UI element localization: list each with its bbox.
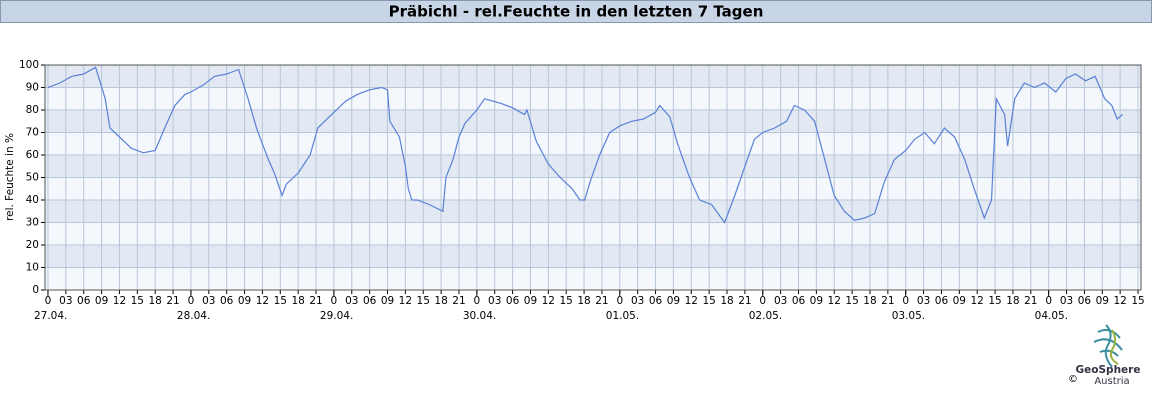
x-tick-label: 03 <box>774 295 787 307</box>
x-tick-label: 21 <box>1024 295 1037 307</box>
x-tick-label: 0 <box>474 295 481 307</box>
x-tick-label: 0 <box>1045 295 1052 307</box>
x-tick-label: 09 <box>667 295 680 307</box>
logo-icon <box>1109 329 1119 365</box>
x-tick-label: 0 <box>759 295 766 307</box>
x-tick-label: 09 <box>1096 295 1109 307</box>
x-tick-label: 18 <box>720 295 733 307</box>
x-tick-label: 06 <box>506 295 520 307</box>
x-tick-label: 06 <box>77 295 91 307</box>
grid-band <box>45 65 1141 88</box>
x-tick-label: 15 <box>131 295 144 307</box>
x-tick-label: 0 <box>616 295 623 307</box>
y-tick-label: 70 <box>26 127 39 139</box>
x-tick-label: 15 <box>560 295 573 307</box>
x-tick-label: 03 <box>345 295 358 307</box>
date-label: 29.04. <box>320 310 353 322</box>
logo-subtitle: Austria <box>1094 376 1129 387</box>
x-tick-label: 21 <box>452 295 465 307</box>
x-tick-label: 15 <box>988 295 1001 307</box>
y-tick-label: 100 <box>19 59 39 71</box>
x-tick-label: 21 <box>738 295 751 307</box>
x-tick-label: 0 <box>902 295 909 307</box>
date-label: 30.04. <box>463 310 496 322</box>
x-tick-label: 03 <box>631 295 644 307</box>
y-tick-label: 80 <box>26 104 39 116</box>
copyright: © <box>1068 374 1078 385</box>
x-tick-label: 21 <box>881 295 894 307</box>
chart-title: Präbichl - rel.Feuchte in den letzten 7 … <box>389 3 764 21</box>
x-tick-label: 09 <box>238 295 251 307</box>
y-tick-label: 90 <box>26 82 39 94</box>
x-tick-label: 03 <box>202 295 215 307</box>
x-tick-label: 03 <box>917 295 930 307</box>
y-tick-label: 0 <box>32 284 39 296</box>
x-tick-label: 0 <box>331 295 338 307</box>
x-tick-label: 12 <box>971 295 984 307</box>
x-tick-label: 12 <box>542 295 555 307</box>
y-tick-label: 30 <box>26 217 39 229</box>
date-label: 27.04. <box>34 310 67 322</box>
grid-band <box>45 110 1141 133</box>
x-tick-label: 18 <box>434 295 447 307</box>
x-tick-label: 0 <box>188 295 195 307</box>
x-tick-label: 0 <box>45 295 52 307</box>
logo-icon <box>1093 324 1123 368</box>
x-tick-label: 21 <box>166 295 179 307</box>
x-tick-label: 15 <box>1131 295 1144 307</box>
x-tick-label: 06 <box>1078 295 1092 307</box>
x-tick-label: 09 <box>524 295 537 307</box>
x-tick-label: 09 <box>95 295 108 307</box>
x-tick-label: 15 <box>845 295 858 307</box>
x-tick-label: 03 <box>1060 295 1073 307</box>
x-tick-label: 15 <box>274 295 287 307</box>
date-label: 04.05. <box>1035 310 1068 322</box>
series-line <box>47 66 1123 224</box>
grid-band <box>45 155 1141 178</box>
date-label: 01.05. <box>606 310 639 322</box>
x-tick-label: 18 <box>577 295 590 307</box>
x-tick-label: 18 <box>291 295 304 307</box>
x-tick-label: 09 <box>953 295 966 307</box>
x-tick-label: 09 <box>810 295 823 307</box>
date-label: 02.05. <box>749 310 782 322</box>
y-tick-label: 60 <box>26 149 39 161</box>
x-tick-label: 15 <box>702 295 715 307</box>
x-tick-label: 18 <box>863 295 876 307</box>
x-tick-label: 12 <box>399 295 412 307</box>
x-tick-label: 06 <box>649 295 663 307</box>
y-tick-label: 50 <box>26 172 39 184</box>
x-tick-label: 12 <box>828 295 841 307</box>
x-tick-label: 06 <box>792 295 806 307</box>
x-tick-label: 06 <box>363 295 377 307</box>
logo-name: GeoSphere <box>1076 364 1141 376</box>
x-tick-label: 03 <box>488 295 501 307</box>
x-tick-label: 12 <box>1113 295 1126 307</box>
x-tick-label: 15 <box>417 295 430 307</box>
x-tick-label: 12 <box>256 295 269 307</box>
x-tick-label: 18 <box>149 295 162 307</box>
y-tick-label: 40 <box>26 194 39 206</box>
y-axis-label: rel. Feuchte in % <box>4 133 16 221</box>
y-tick-label: 20 <box>26 239 39 251</box>
x-tick-label: 06 <box>220 295 234 307</box>
x-tick-label: 21 <box>595 295 608 307</box>
x-tick-label: 06 <box>935 295 949 307</box>
date-label: 03.05. <box>892 310 925 322</box>
x-tick-label: 12 <box>685 295 698 307</box>
logo: GeoSphere Austria © <box>1068 324 1141 387</box>
grid-band <box>45 200 1141 223</box>
y-tick-label: 10 <box>26 262 39 274</box>
date-label: 28.04. <box>177 310 210 322</box>
x-tick-label: 03 <box>59 295 72 307</box>
x-tick-label: 18 <box>1006 295 1019 307</box>
x-tick-label: 12 <box>113 295 126 307</box>
plot-border <box>44 64 1142 291</box>
grid-band <box>45 245 1141 268</box>
x-tick-label: 09 <box>381 295 394 307</box>
x-tick-label: 21 <box>309 295 322 307</box>
